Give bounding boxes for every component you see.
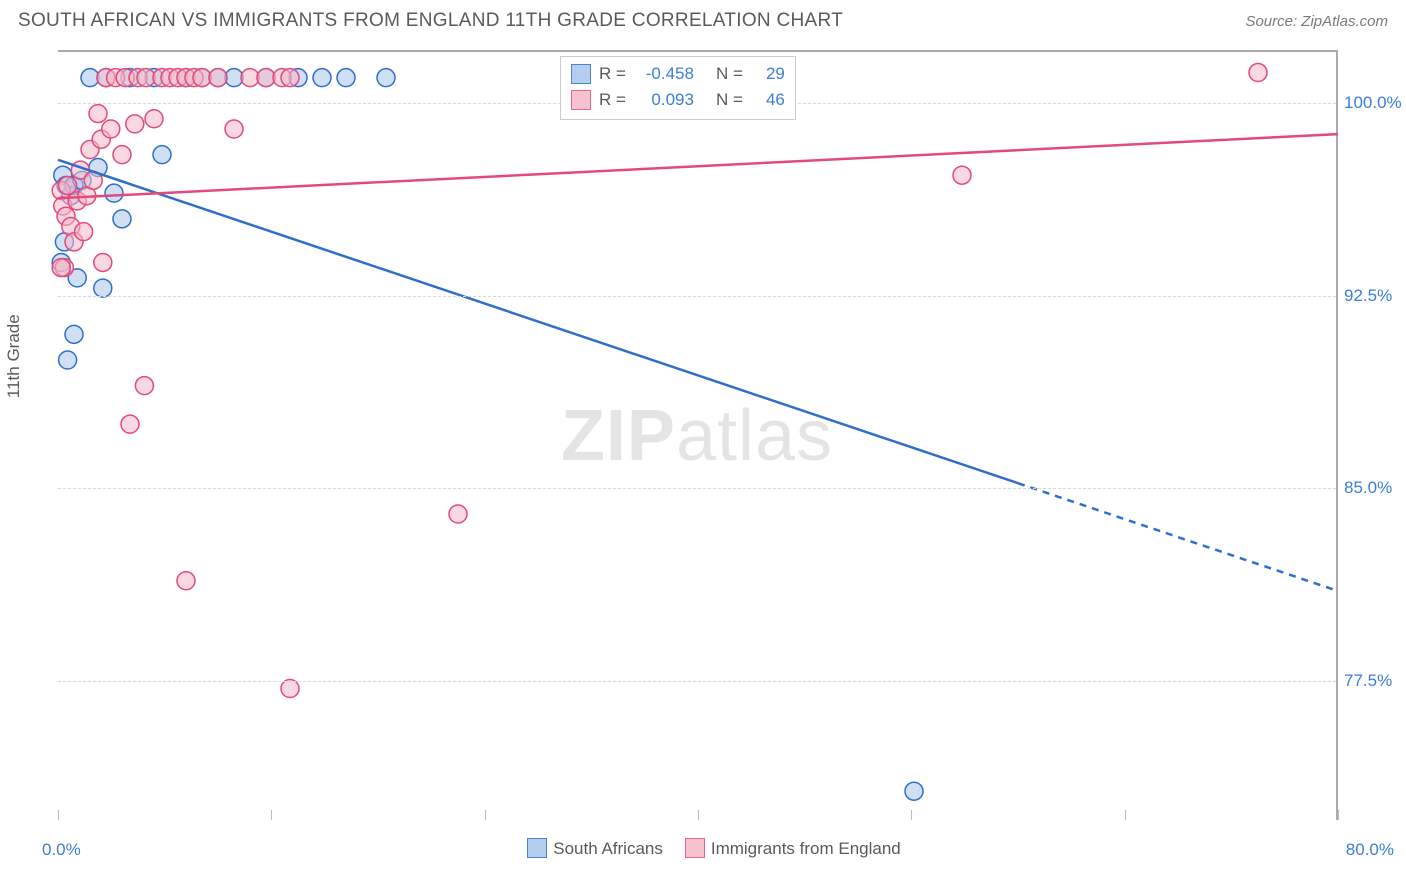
data-point (113, 146, 131, 164)
legend-swatch (571, 64, 591, 84)
y-tick-label: 100.0% (1344, 93, 1406, 113)
x-tick (698, 810, 699, 820)
legend-series-label: Immigrants from England (711, 839, 901, 858)
data-point (126, 115, 144, 133)
legend-series-label: South Africans (553, 839, 663, 858)
r-value: 0.093 (634, 87, 694, 113)
x-tick (1125, 810, 1126, 820)
x-tick (1338, 810, 1339, 820)
data-point (102, 120, 120, 138)
n-value: 46 (751, 87, 785, 113)
n-value: 29 (751, 61, 785, 87)
gridline (58, 681, 1336, 682)
correlation-legend: R = -0.458 N = 29 R = 0.093 N = 46 (560, 56, 796, 120)
data-point (89, 105, 107, 123)
data-point (905, 782, 923, 800)
regression-line-extrapolated (1018, 483, 1338, 591)
r-label: R = (599, 61, 626, 87)
gridline (58, 296, 1336, 297)
data-point (75, 223, 93, 241)
chart-title: SOUTH AFRICAN VS IMMIGRANTS FROM ENGLAND… (18, 10, 843, 32)
r-label: R = (599, 87, 626, 113)
data-point (52, 259, 70, 277)
y-tick-label: 92.5% (1344, 286, 1406, 306)
regression-line (58, 134, 1338, 198)
chart-plot-area: ZIPatlas 100.0%92.5%85.0%77.5% (58, 50, 1338, 820)
n-label: N = (716, 61, 743, 87)
data-point (135, 377, 153, 395)
data-point (153, 146, 171, 164)
regression-line (58, 160, 1018, 483)
x-tick (485, 810, 486, 820)
plot-svg (58, 52, 1336, 820)
data-point (449, 505, 467, 523)
legend-swatch (685, 838, 705, 858)
y-tick-label: 85.0% (1344, 478, 1406, 498)
data-point (225, 120, 243, 138)
data-point (113, 210, 131, 228)
data-point (65, 325, 83, 343)
legend-row: R = 0.093 N = 46 (571, 87, 785, 113)
data-point (377, 69, 395, 87)
data-point (281, 69, 299, 87)
legend-swatch (527, 838, 547, 858)
data-point (281, 680, 299, 698)
source-credit: Source: ZipAtlas.com (1245, 13, 1388, 30)
data-point (313, 69, 331, 87)
legend-row: R = -0.458 N = 29 (571, 61, 785, 87)
data-point (105, 184, 123, 202)
data-point (177, 572, 195, 590)
n-label: N = (716, 87, 743, 113)
gridline (58, 488, 1336, 489)
r-value: -0.458 (634, 61, 694, 87)
x-tick (271, 810, 272, 820)
data-point (209, 69, 227, 87)
data-point (1249, 64, 1267, 82)
data-point (94, 253, 112, 271)
y-axis-title: 11th Grade (4, 314, 24, 398)
series-legend: South Africans Immigrants from England (0, 838, 1406, 859)
data-point (94, 279, 112, 297)
data-point (145, 110, 163, 128)
legend-swatch (571, 90, 591, 110)
data-point (953, 166, 971, 184)
x-tick (911, 810, 912, 820)
data-point (59, 351, 77, 369)
x-tick (58, 810, 59, 820)
y-tick-label: 77.5% (1344, 671, 1406, 691)
data-point (121, 415, 139, 433)
data-point (337, 69, 355, 87)
x-axis-ticks (58, 820, 1338, 832)
